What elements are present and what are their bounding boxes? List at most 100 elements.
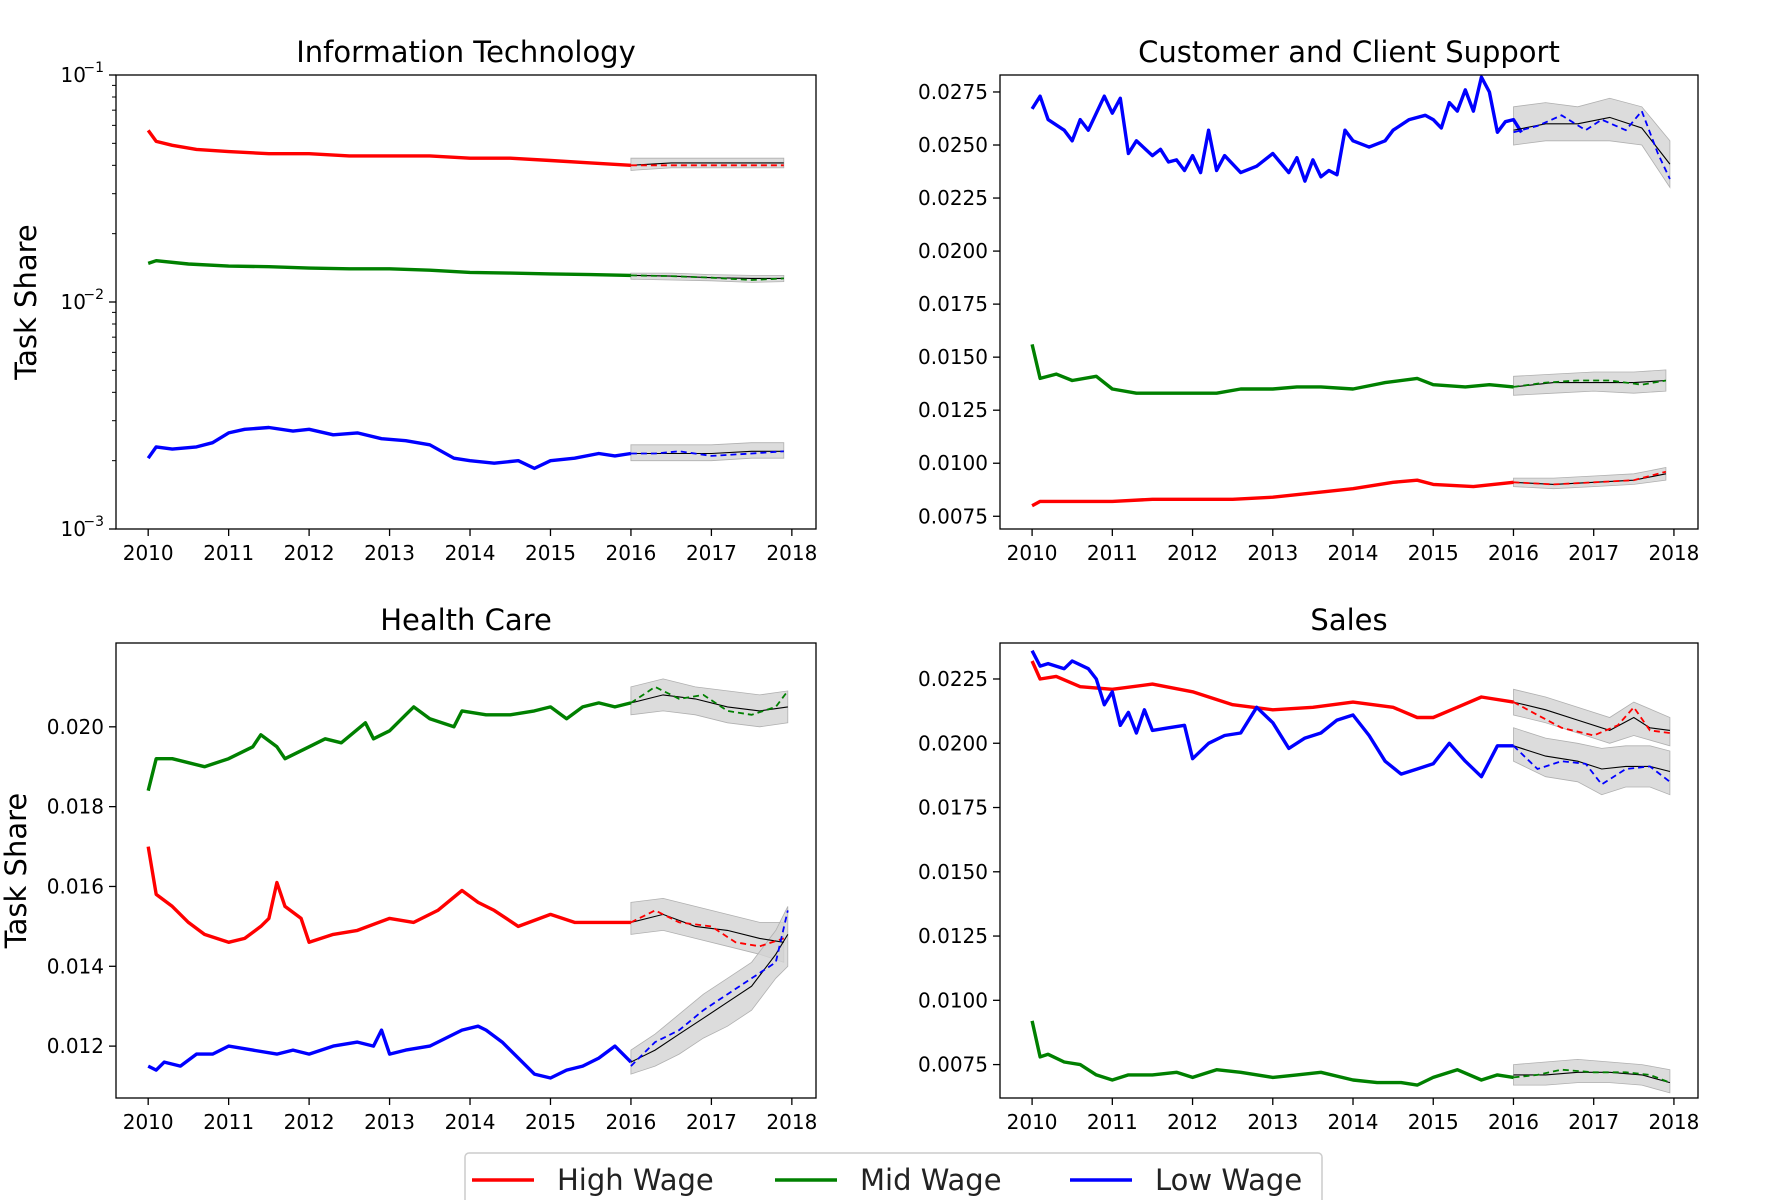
y-axis-label: Task Share [0,793,33,950]
x-tick-label: 2013 [1247,1110,1298,1134]
series-line-mid [1030,1020,1514,1087]
panel-hc: 2010 2011 2012 2013 2014 2015 2016 2017 2018 0.01… [0,603,817,1134]
y-tick-label: 0.0075 [918,504,988,528]
y-tick-label: 0.0150 [918,860,988,884]
x-tick-label: 2011 [203,541,254,565]
x-tick-label: 2017 [686,541,737,565]
y-tick-label: 0.0100 [918,988,988,1012]
forecast-line-low [630,910,789,1067]
axes-frame [115,642,817,1099]
y-tick-label: 0.0225 [918,186,988,210]
y-tick-label: 0.0100 [918,451,988,475]
x-tick-label: 2014 [1328,541,1379,565]
confidence-band-low [630,442,785,462]
x-tick-label: 2013 [364,1110,415,1134]
x-tick-label: 2014 [445,1110,496,1134]
confidence-band-low [1513,97,1671,189]
y-tick-label: 0.018 [47,795,104,819]
y-tick-label: 0.0275 [918,80,988,104]
series-line-mid [147,259,631,278]
x-tick-label: 2012 [1167,1110,1218,1134]
chart-title: Customer and Client Support [1138,35,1560,69]
series-line-low [1030,649,1514,779]
y-tick-label: 0.0125 [918,924,988,948]
x-tick-label: 2014 [1328,1110,1379,1134]
y-tick-label: 0.016 [47,874,104,898]
legend-label-mid: Mid Wage [860,1163,1002,1197]
x-tick-label: 2011 [1087,1110,1138,1134]
x-tick-label: 2018 [766,541,817,565]
model-line-high [630,162,784,166]
forecast-line-mid [630,274,784,281]
series-line-high [1030,660,1514,720]
plot-area [1030,75,1671,508]
x-tick-label: 2018 [1648,1110,1699,1134]
legend-label-low: Low Wage [1155,1163,1302,1197]
x-tick-label: 2018 [766,1110,817,1134]
confidence-band-high [1513,467,1667,490]
series-line-mid [1030,344,1514,395]
legend-label-high: High Wage [557,1163,714,1197]
y-tick-label: 0.014 [47,954,104,978]
x-tick-label: 2011 [203,1110,254,1134]
y-tick-label: 10 [61,517,86,541]
forecast-line-low [1513,109,1671,180]
x-tick-label: 2013 [1247,541,1298,565]
axes-frame [999,642,1699,1099]
x-tick-label: 2016 [1488,1110,1539,1134]
series-line-high [146,129,632,167]
y-tick-exponent: −2 [83,287,104,303]
x-tick-label: 2012 [284,541,335,565]
x-tick-label: 2018 [1648,541,1699,565]
series-line-high [146,846,631,944]
y-tick-label: 10 [61,63,86,87]
x-tick-label: 2015 [525,1110,576,1134]
confidence-band-mid [1513,1058,1671,1094]
y-tick-label: 0.012 [47,1034,104,1058]
chart-title: Health Care [380,603,552,637]
confidence-band-low [1513,727,1671,796]
y-tick-label: 0.0200 [918,731,988,755]
x-tick-label: 2010 [123,1110,174,1134]
y-tick-label: 0.0225 [918,667,988,691]
model-line-low [630,450,784,455]
x-tick-label: 2013 [364,541,415,565]
x-tick-label: 2012 [284,1110,335,1134]
chart-title: Sales [1310,603,1387,637]
legend-box [464,1152,1323,1200]
y-tick-label: 0.0125 [918,398,988,422]
panel-sales: 2010 2011 2012 2013 2014 2015 2016 2017 2018 0.00… [918,603,1699,1134]
confidence-band-low [630,906,789,1075]
series-line-low [1030,75,1523,183]
y-tick-label: 0.020 [47,715,104,739]
model-line-mid [1513,379,1666,388]
model-line-low [630,934,789,1063]
x-tick-label: 2016 [1488,541,1539,565]
x-tick-label: 2010 [123,541,174,565]
forecast-line-high [1513,470,1667,486]
series-line-low [146,425,632,471]
confidence-band-high [630,157,785,171]
x-tick-label: 2017 [1568,541,1619,565]
x-tick-label: 2015 [1408,1110,1459,1134]
plot-area [1030,649,1671,1094]
x-tick-label: 2011 [1087,541,1138,565]
x-tick-label: 2012 [1167,541,1218,565]
series-line-mid [146,701,632,792]
y-tick-label: 10 [61,290,86,314]
x-tick-label: 2014 [445,541,496,565]
series-line-high [1031,478,1514,508]
model-line-high [630,913,784,943]
x-tick-label: 2010 [1007,541,1058,565]
legend: High Wage Mid Wage Low Wage [464,1152,1323,1200]
plot-area [146,129,785,471]
x-tick-label: 2016 [605,541,656,565]
plot-area [146,678,789,1080]
forecast-line-mid [1513,1068,1671,1084]
confidence-band-high [1513,688,1671,747]
forecast-line-low [630,450,784,457]
y-tick-exponent: −1 [83,60,104,76]
y-tick-label: 0.0200 [918,239,988,263]
y-axis-label: Task Share [9,224,43,381]
